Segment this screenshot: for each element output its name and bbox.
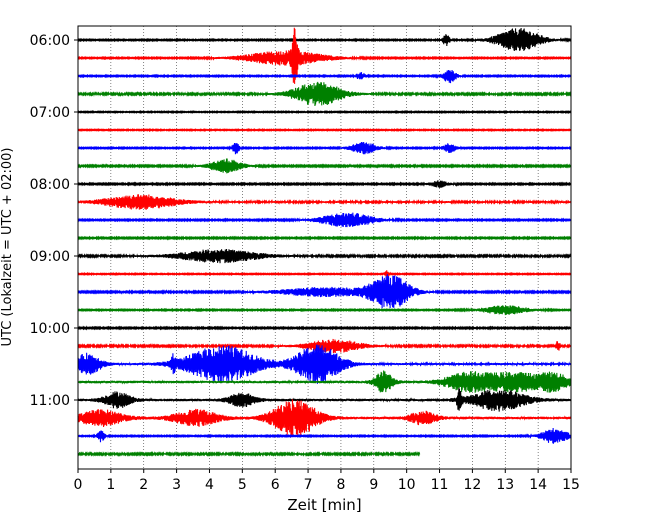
trace-line-0630 bbox=[77, 69, 572, 84]
x-axis-label: Zeit [min] bbox=[287, 496, 361, 514]
trace-line-1015 bbox=[77, 338, 572, 354]
trace-line-1000 bbox=[77, 325, 572, 331]
trace-line-0900 bbox=[77, 248, 572, 264]
x-tick-label: 0 bbox=[74, 477, 83, 493]
trace-line-1115 bbox=[77, 399, 572, 438]
y-tick-label: 09:00 bbox=[30, 249, 70, 265]
plot-frame bbox=[77, 25, 572, 470]
x-tick-label: 7 bbox=[304, 477, 313, 493]
x-tick-label: 11 bbox=[431, 477, 449, 493]
trace-line-0730 bbox=[77, 142, 572, 155]
x-tick-label: 8 bbox=[336, 477, 345, 493]
x-tick-label: 10 bbox=[398, 477, 416, 493]
trace-line-0845 bbox=[77, 235, 572, 241]
trace-line-1130 bbox=[77, 427, 572, 444]
trace-line-0615 bbox=[77, 27, 572, 84]
trace-line-0930 bbox=[77, 274, 572, 309]
x-tick-label: 14 bbox=[529, 477, 547, 493]
trace-line-1045 bbox=[77, 370, 572, 393]
trace-line-0700 bbox=[77, 109, 572, 115]
trace-line-0800 bbox=[77, 180, 572, 188]
x-tick-label: 2 bbox=[139, 477, 148, 493]
y-axis-label: UTC (Lokalzeit = UTC + 02:00) bbox=[0, 148, 15, 347]
y-axis-ticks: 06:00 07:00 08:00 09:00 10:00 11:00 bbox=[30, 33, 78, 409]
trace-line-0745 bbox=[77, 158, 572, 174]
x-tick-label: 3 bbox=[172, 477, 181, 493]
trace-line-0645 bbox=[77, 81, 572, 106]
trace-line-0815 bbox=[77, 194, 572, 210]
trace-line-0830 bbox=[77, 212, 572, 228]
x-tick-label: 6 bbox=[271, 477, 280, 493]
trace-line-1100 bbox=[77, 387, 572, 412]
trace-line-0915 bbox=[77, 270, 572, 277]
y-tick-label: 06:00 bbox=[30, 33, 70, 49]
trace-line-0945 bbox=[77, 305, 572, 316]
x-tick-label: 5 bbox=[238, 477, 247, 493]
trace-line-1145 bbox=[77, 451, 421, 457]
seismic-traces bbox=[77, 27, 572, 457]
y-tick-label: 08:00 bbox=[30, 177, 70, 193]
x-axis-ticks: 0 1 2 3 4 5 6 7 8 9 10 11 12 13 14 15 bbox=[74, 469, 580, 493]
x-tick-label: 9 bbox=[369, 477, 378, 493]
x-tick-label: 15 bbox=[562, 477, 580, 493]
trace-line-0600 bbox=[77, 28, 572, 51]
x-tick-label: 1 bbox=[106, 477, 115, 493]
x-tick-label: 12 bbox=[463, 477, 481, 493]
y-tick-label: 07:00 bbox=[30, 105, 70, 121]
y-tick-label: 10:00 bbox=[30, 321, 70, 337]
x-tick-label: 4 bbox=[205, 477, 214, 493]
y-tick-label: 11:00 bbox=[30, 393, 70, 409]
trace-line-0715 bbox=[77, 127, 572, 133]
trace-line-1030 bbox=[77, 344, 572, 384]
x-tick-label: 13 bbox=[496, 477, 514, 493]
